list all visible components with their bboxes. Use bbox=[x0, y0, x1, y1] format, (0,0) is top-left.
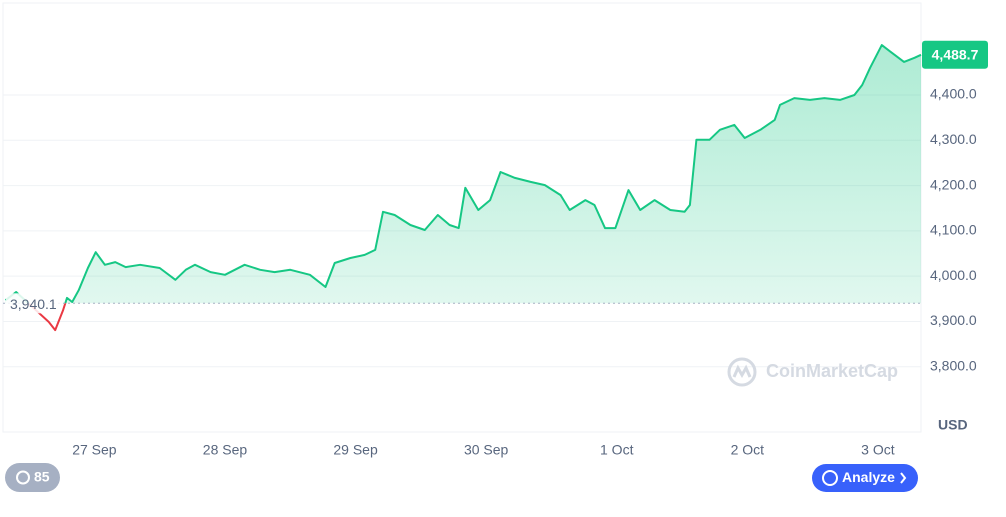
x-tick-label: 27 Sep bbox=[72, 442, 117, 458]
x-tick-label: 2 Oct bbox=[731, 442, 765, 458]
baseline-label: 3,940.1 bbox=[10, 296, 57, 312]
y-tick-label: 4,100.0 bbox=[930, 222, 977, 238]
button-text: Analyze bbox=[842, 469, 895, 485]
y-unit: USD bbox=[938, 417, 968, 433]
price-tag-label: 4,488.7 bbox=[932, 46, 979, 62]
price-tag bbox=[922, 40, 988, 69]
badge[interactable]: 85 bbox=[5, 463, 60, 492]
y-tick-label: 3,900.0 bbox=[930, 312, 977, 328]
y-tick-label: 4,200.0 bbox=[930, 176, 977, 192]
price-area bbox=[5, 45, 921, 304]
price-line bbox=[4, 44, 922, 304]
x-tick-label: 1 Oct bbox=[600, 442, 634, 458]
y-tick-label: 4,000.0 bbox=[930, 267, 977, 283]
x-tick-label: 3 Oct bbox=[861, 442, 895, 458]
baseline-label-bg bbox=[6, 293, 60, 314]
y-tick-label: 3,800.0 bbox=[930, 357, 977, 373]
x-tick-label: 29 Sep bbox=[333, 442, 378, 458]
analyze-button[interactable]: Analyze bbox=[812, 464, 918, 492]
badge-text: 85 bbox=[34, 469, 50, 485]
watermark: CoinMarketCap bbox=[727, 357, 898, 387]
x-tick-label: 28 Sep bbox=[203, 442, 248, 458]
x-tick-label: 30 Sep bbox=[464, 442, 509, 458]
y-tick-label: 4,300.0 bbox=[930, 131, 977, 147]
y-tick-label: 4,400.0 bbox=[930, 86, 977, 102]
watermark-text: CoinMarketCap bbox=[766, 361, 898, 381]
